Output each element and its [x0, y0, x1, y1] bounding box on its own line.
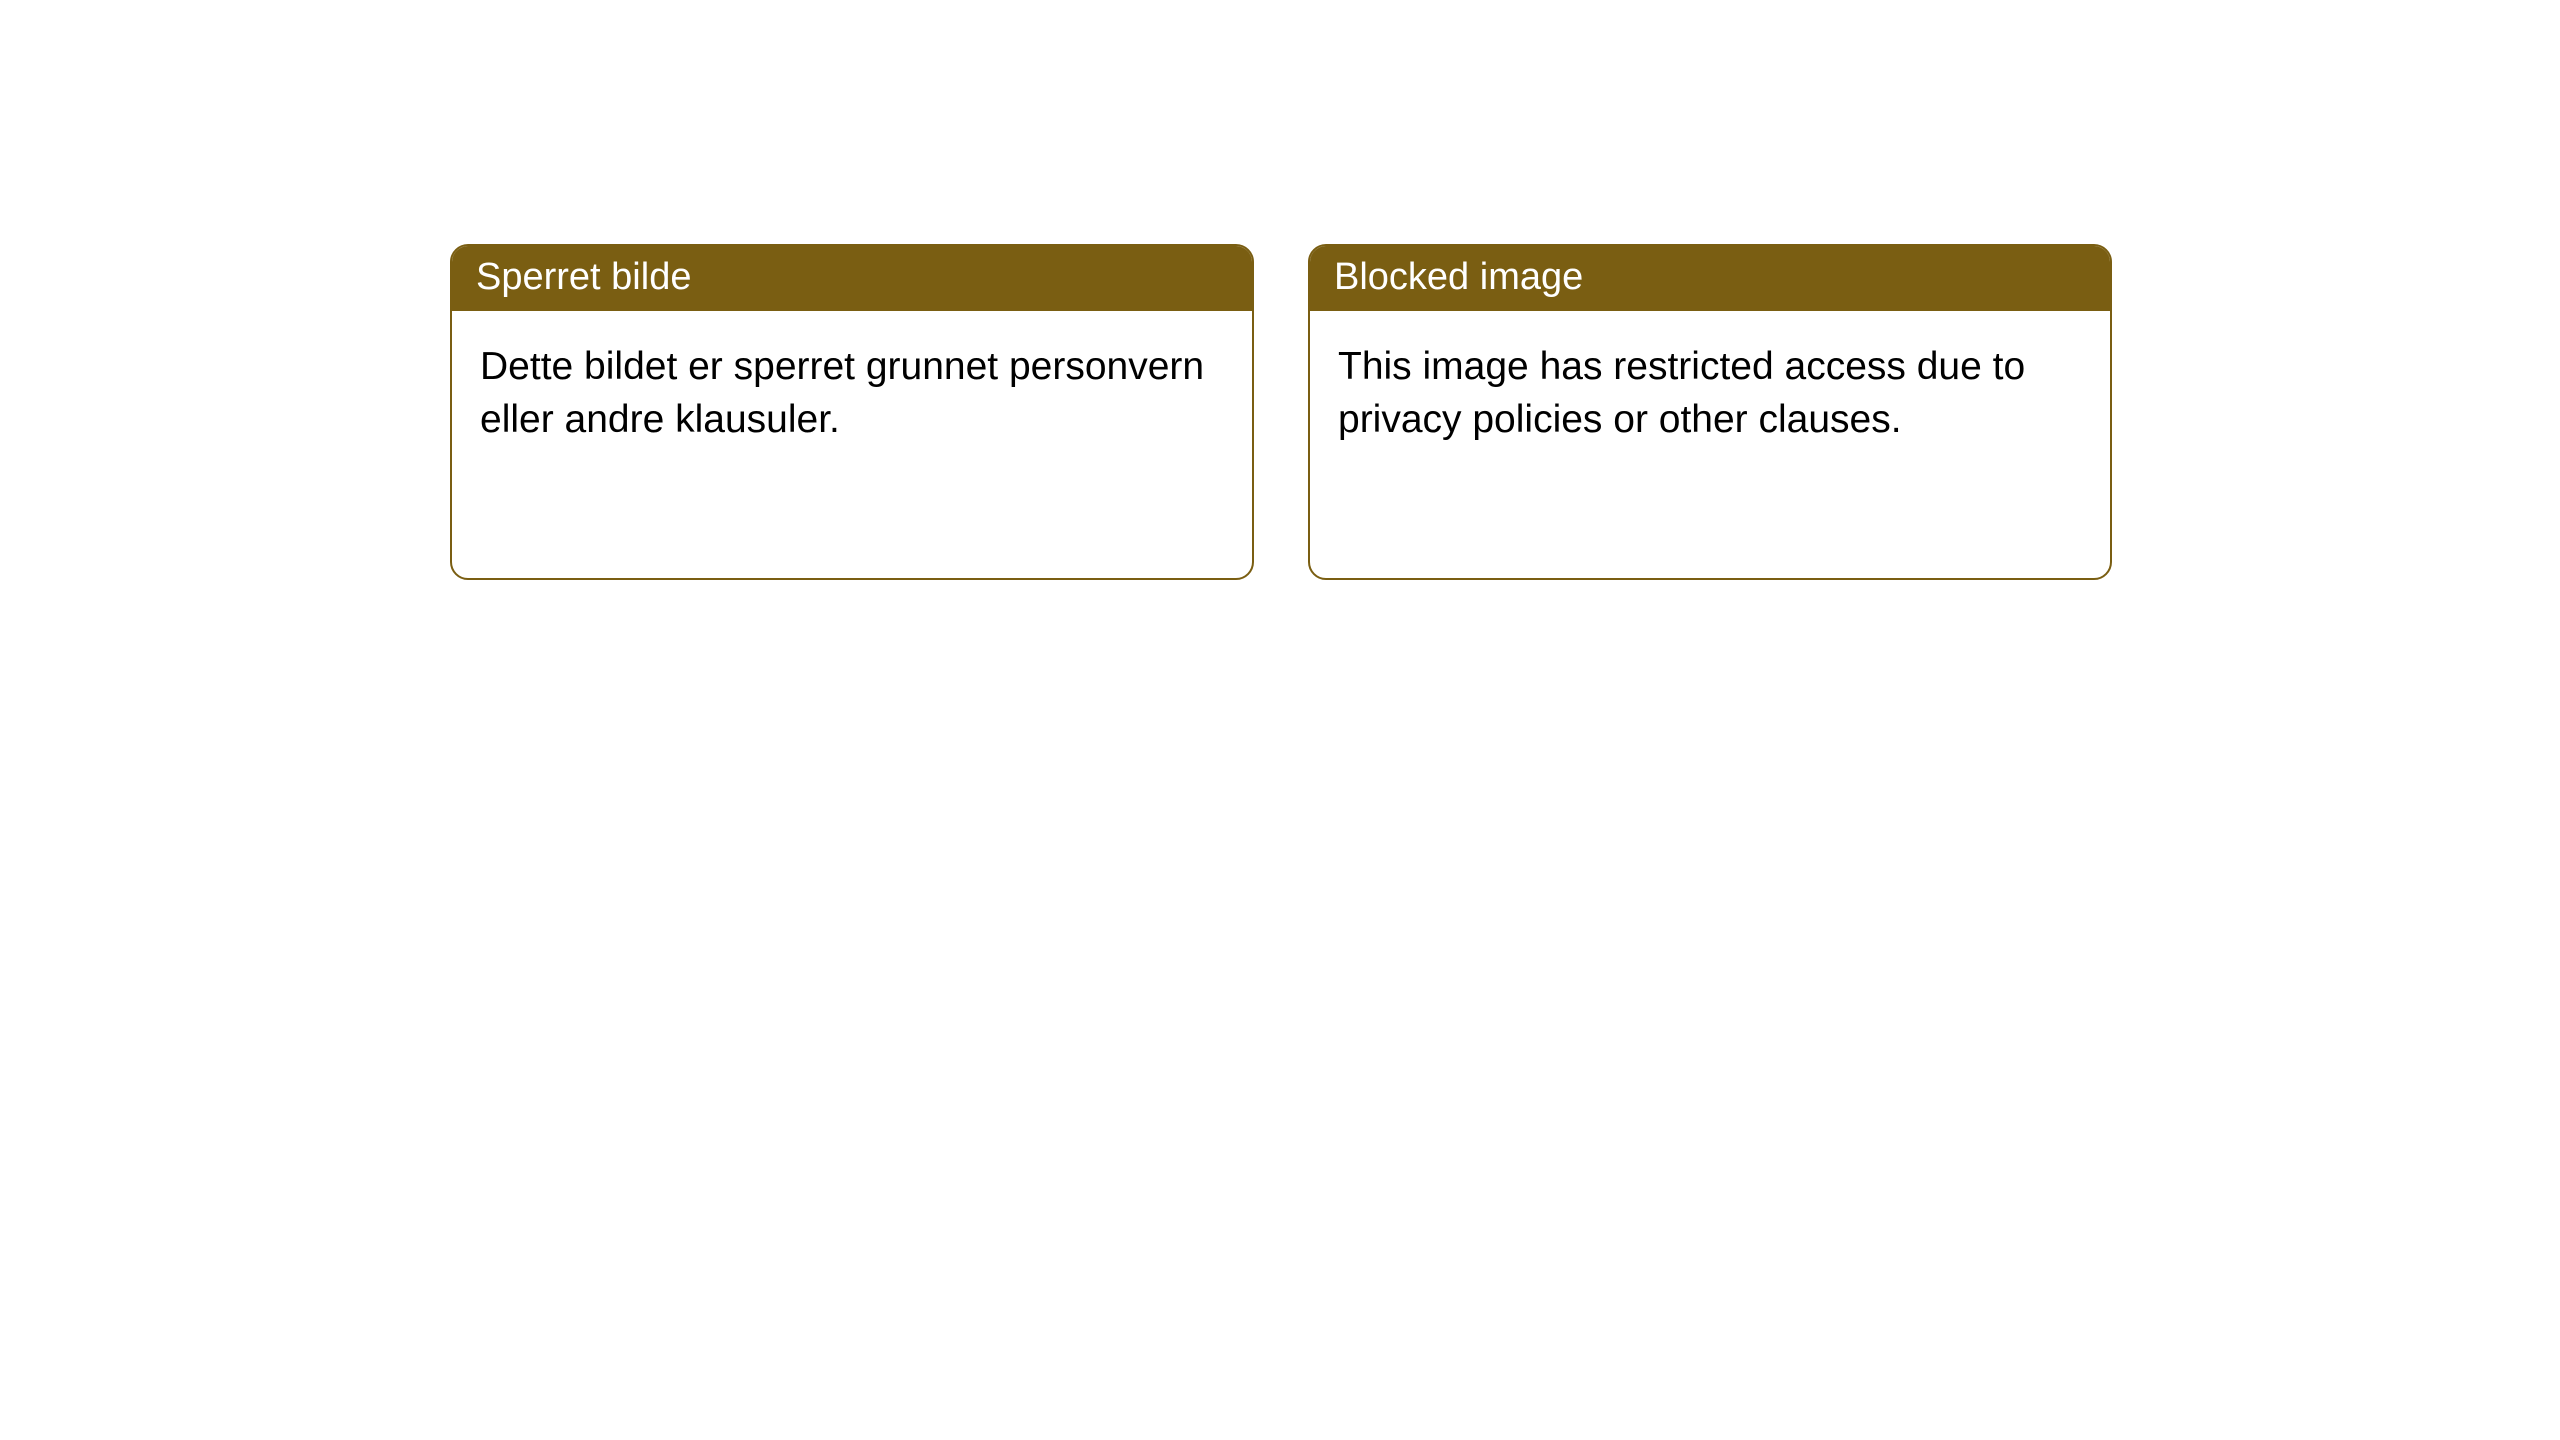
card-body-text: Dette bildet er sperret grunnet personve… — [452, 311, 1252, 476]
card-title: Blocked image — [1310, 246, 2110, 311]
card-title: Sperret bilde — [452, 246, 1252, 311]
notice-cards-row: Sperret bilde Dette bildet er sperret gr… — [450, 244, 2112, 580]
card-body-text: This image has restricted access due to … — [1310, 311, 2110, 476]
notice-card-english: Blocked image This image has restricted … — [1308, 244, 2112, 580]
notice-card-norwegian: Sperret bilde Dette bildet er sperret gr… — [450, 244, 1254, 580]
